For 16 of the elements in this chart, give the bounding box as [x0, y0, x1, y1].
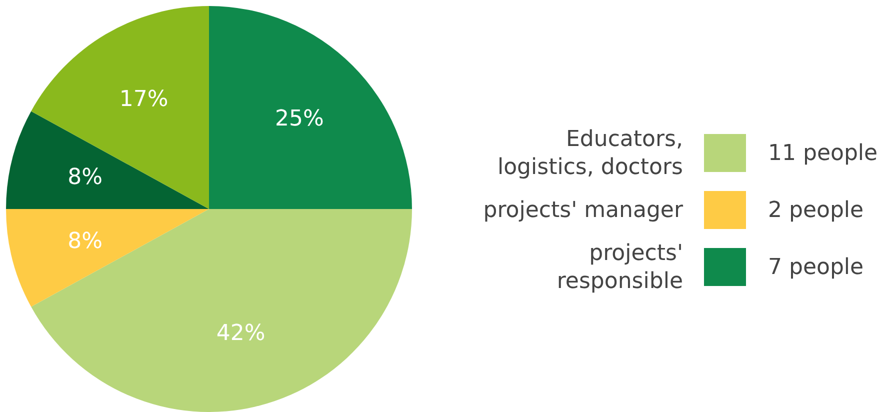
data-label: 25%	[275, 106, 324, 132]
data-label: 8%	[68, 228, 102, 254]
text: 11 people	[768, 141, 878, 166]
pie-slice	[31, 209, 412, 412]
data-label: 42%	[216, 320, 266, 346]
text: 2 people	[768, 198, 864, 223]
pie-slice	[6, 111, 209, 209]
legend-label: Educators, logistics, doctors	[497, 127, 683, 180]
text: 7 people	[768, 255, 864, 280]
pie-slice	[209, 6, 412, 209]
legend-label: projects' manager	[483, 198, 684, 223]
data-label: 8%	[68, 165, 102, 190]
data-label: 17%	[119, 86, 168, 112]
pie-slice	[31, 6, 209, 209]
legend-label: projects' responsible	[556, 241, 683, 294]
pie-slice	[6, 209, 209, 307]
